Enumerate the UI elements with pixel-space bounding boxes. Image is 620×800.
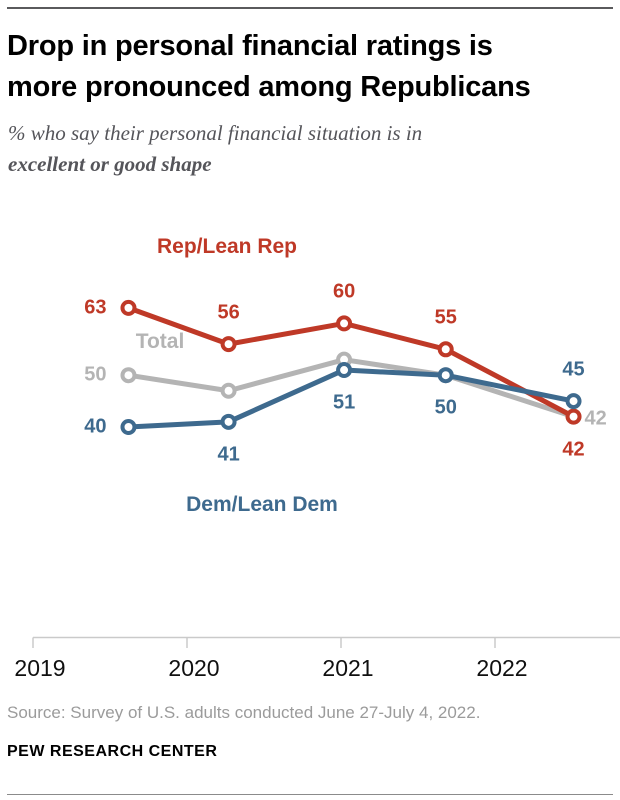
marker-rep-lean-rep-2 bbox=[336, 315, 353, 332]
marker-rep-lean-rep-1 bbox=[220, 336, 237, 353]
marker-dem-lean-dem-0 bbox=[120, 419, 137, 435]
data-label-rep-lean-rep-0: 63 bbox=[84, 296, 107, 319]
data-label-dem-lean-dem-2: 51 bbox=[332, 391, 356, 414]
data-label-rep-lean-rep-2: 60 bbox=[332, 280, 356, 303]
source-note: Source: Survey of U.S. adults conducted … bbox=[7, 703, 481, 722]
data-label-dem-lean-dem-4: 45 bbox=[562, 358, 585, 381]
marker-dem-lean-dem-4 bbox=[565, 393, 582, 410]
data-label-total-0: 50 bbox=[84, 363, 107, 386]
x-tick-label-2019: 2019 bbox=[14, 655, 66, 681]
marker-dem-lean-dem-2 bbox=[336, 362, 353, 379]
marker-dem-lean-dem-3 bbox=[437, 367, 454, 384]
series-label-dem-lean-dem: Dem/Lean Dem bbox=[186, 493, 338, 516]
chart-title: Drop in personal financial ratings is mo… bbox=[7, 30, 531, 103]
bottom-rule bbox=[7, 794, 613, 795]
data-label-dem-lean-dem-1: 41 bbox=[217, 443, 240, 466]
marker-rep-lean-rep-3 bbox=[437, 341, 454, 358]
series-label-rep-lean-rep: Rep/Lean Rep bbox=[156, 235, 298, 258]
marker-total-0 bbox=[120, 367, 137, 384]
x-tick-label-2021: 2021 bbox=[322, 655, 374, 681]
top-rule bbox=[7, 7, 613, 9]
data-label-dem-lean-dem-0: 40 bbox=[84, 415, 107, 438]
subtitle-line2: excellent or good shape bbox=[8, 152, 212, 176]
subtitle-line1: % who say their personal financial situa… bbox=[8, 121, 423, 145]
x-tick-label-2020: 2020 bbox=[168, 655, 220, 681]
series-label-total: Total bbox=[135, 330, 185, 353]
brand-footer: PEW RESEARCH CENTER bbox=[7, 743, 218, 760]
marker-dem-lean-dem-1 bbox=[220, 413, 237, 430]
data-label-rep-lean-rep-1: 56 bbox=[217, 301, 240, 324]
x-tick-label-2022: 2022 bbox=[476, 655, 528, 681]
marker-rep-lean-rep-4 bbox=[565, 408, 582, 425]
data-label-total-4: 42 bbox=[584, 407, 607, 430]
data-label-rep-lean-rep-3: 55 bbox=[434, 306, 457, 329]
data-label-rep-lean-rep-4: 42 bbox=[562, 438, 585, 461]
data-label-dem-lean-dem-3: 50 bbox=[434, 396, 457, 419]
marker-total-1 bbox=[220, 382, 237, 399]
chart-subtitle: % who say their personal financial situa… bbox=[8, 118, 568, 180]
marker-rep-lean-rep-0 bbox=[120, 299, 137, 316]
